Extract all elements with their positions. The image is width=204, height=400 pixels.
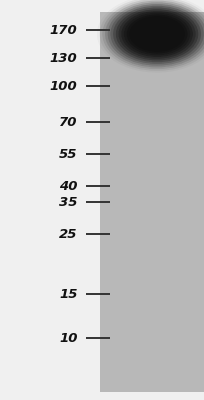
Text: 40: 40 [59, 180, 78, 192]
Text: 15: 15 [59, 288, 78, 300]
Text: 70: 70 [59, 116, 78, 128]
Ellipse shape [119, 9, 196, 59]
Ellipse shape [129, 16, 185, 52]
Text: 100: 100 [50, 80, 78, 92]
FancyBboxPatch shape [100, 12, 204, 392]
Ellipse shape [100, 0, 204, 71]
Text: 35: 35 [59, 196, 78, 208]
Ellipse shape [132, 18, 182, 50]
Ellipse shape [135, 20, 180, 48]
Ellipse shape [135, 24, 180, 44]
Ellipse shape [113, 6, 201, 62]
Text: 170: 170 [50, 24, 78, 36]
Ellipse shape [124, 13, 190, 55]
Text: 10: 10 [59, 332, 78, 344]
Text: 55: 55 [59, 148, 78, 160]
Ellipse shape [102, 0, 204, 69]
Ellipse shape [126, 14, 188, 54]
Ellipse shape [110, 4, 204, 64]
Ellipse shape [105, 0, 204, 68]
Text: 130: 130 [50, 52, 78, 64]
Text: 25: 25 [59, 228, 78, 240]
Ellipse shape [108, 2, 204, 66]
Ellipse shape [121, 11, 193, 57]
Ellipse shape [116, 8, 198, 60]
